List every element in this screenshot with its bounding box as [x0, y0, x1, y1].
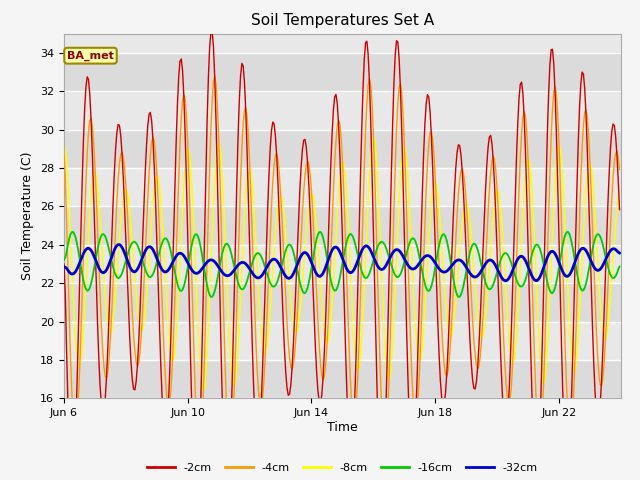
Bar [64, 360, 621, 398]
Legend: -2cm, -4cm, -8cm, -16cm, -32cm: -2cm, -4cm, -8cm, -16cm, -32cm [142, 459, 543, 478]
Text: BA_met: BA_met [67, 50, 114, 61]
Y-axis label: Soil Temperature (C): Soil Temperature (C) [22, 152, 35, 280]
Title: Soil Temperatures Set A: Soil Temperatures Set A [251, 13, 434, 28]
Bar [64, 53, 621, 91]
Bar [64, 130, 621, 168]
X-axis label: Time: Time [327, 421, 358, 434]
Bar [64, 206, 621, 245]
Bar [64, 283, 621, 322]
